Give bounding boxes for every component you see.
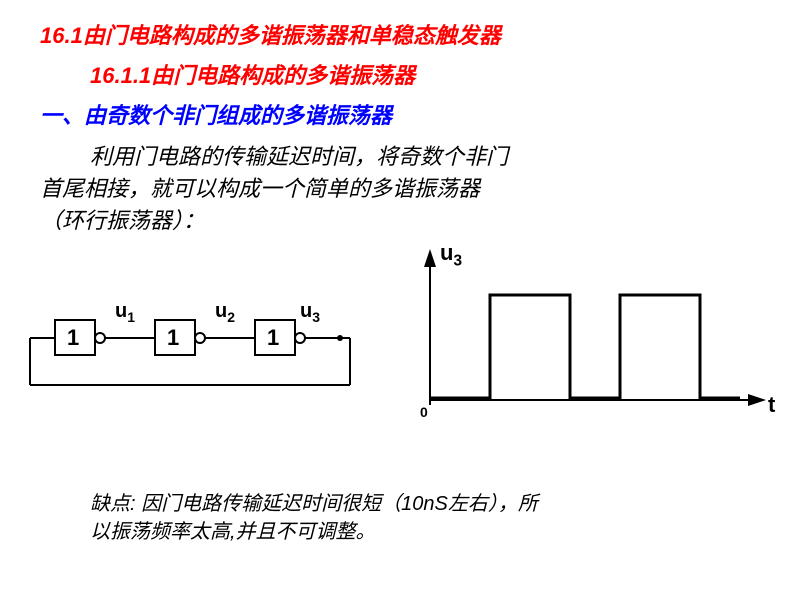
label-u2: u2 xyxy=(215,300,235,325)
label-u1: u1 xyxy=(115,300,135,325)
paragraph-line-2: 首尾相接，就可以构成一个简单的多谐振荡器 xyxy=(40,172,480,205)
origin-zero: 0 xyxy=(420,404,428,420)
paragraph-line-3: （环行振荡器）： xyxy=(40,204,205,237)
y-axis-label-u3: u3 xyxy=(440,240,462,270)
gate-3-label: 1 xyxy=(267,325,279,351)
label-u3: u3 xyxy=(300,300,320,325)
footnote-line-2: 以振荡频率太高,并且不可调整。 xyxy=(90,518,376,546)
x-axis-label-t: t xyxy=(768,392,775,418)
gate-1-label: 1 xyxy=(67,325,79,351)
footnote-line-1: 缺点: 因门电路传输延迟时间很短（10nS左右），所 xyxy=(90,490,538,518)
section-subtitle: 一、由奇数个非门组成的多谐振荡器 xyxy=(40,98,392,130)
gate-2-label: 1 xyxy=(167,325,179,351)
title-16-1: 16.1由门电路构成的多谐振荡器和单稳态触发器 xyxy=(40,18,501,50)
title-16-1-1: 16.1.1由门电路构成的多谐振荡器 xyxy=(90,58,415,90)
paragraph-line-1: 利用门电路的传输延迟时间，将奇数个非门 xyxy=(90,140,508,173)
circuit-diagram xyxy=(20,300,380,420)
